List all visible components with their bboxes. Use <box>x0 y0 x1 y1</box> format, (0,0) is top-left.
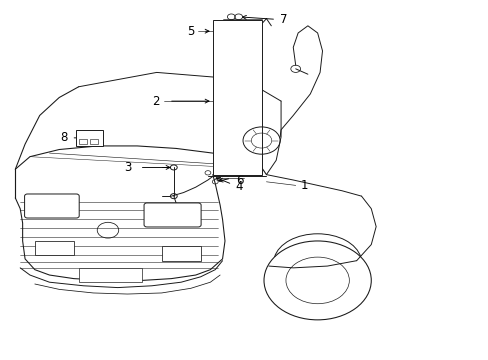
Bar <box>161 246 200 261</box>
Text: 7: 7 <box>280 13 287 26</box>
FancyBboxPatch shape <box>24 194 79 218</box>
Text: 5: 5 <box>186 25 194 38</box>
Text: 1: 1 <box>300 179 307 192</box>
Text: 6: 6 <box>235 174 243 186</box>
Text: 8: 8 <box>61 131 68 144</box>
FancyBboxPatch shape <box>144 203 201 227</box>
Bar <box>79 268 142 282</box>
Text: 3: 3 <box>124 161 131 174</box>
Text: 2: 2 <box>151 95 159 108</box>
Bar <box>212 21 261 175</box>
Bar <box>79 139 86 144</box>
Bar <box>90 139 98 144</box>
Text: 4: 4 <box>235 180 243 193</box>
Bar <box>35 241 74 255</box>
Bar <box>76 130 103 146</box>
